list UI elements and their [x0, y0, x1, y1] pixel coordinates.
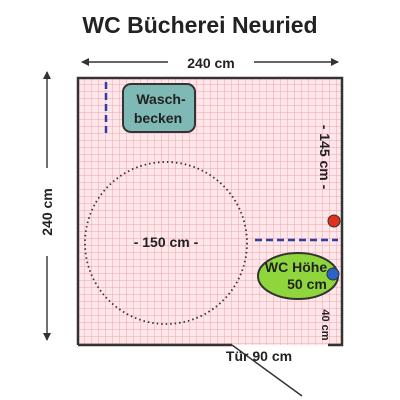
wc-front-distance-label: 40 cm: [319, 309, 331, 340]
wc-label-line1: WC Höhe: [265, 259, 327, 275]
door-label: Tür 90 cm: [226, 348, 292, 364]
side-distance-label: - 145 cm -: [317, 125, 333, 190]
floor-area: [79, 79, 341, 345]
walls: [76, 76, 344, 347]
sink: [122, 83, 196, 133]
door-swing: [231, 344, 303, 397]
blue-marker: [326, 267, 340, 281]
turning-circle: [84, 161, 248, 325]
turning-circle-label: - 150 cm -: [134, 234, 199, 250]
width-label: 240 cm: [187, 55, 234, 71]
sink-label-line2: becken: [134, 110, 182, 126]
wc-label-line2: 50 cm: [287, 276, 327, 292]
height-label: 240 cm: [39, 188, 55, 235]
page-title: WC Bücherei Neuried: [82, 12, 318, 38]
sink-label-line1: Wasch-: [136, 91, 186, 107]
red-marker: [327, 214, 341, 228]
